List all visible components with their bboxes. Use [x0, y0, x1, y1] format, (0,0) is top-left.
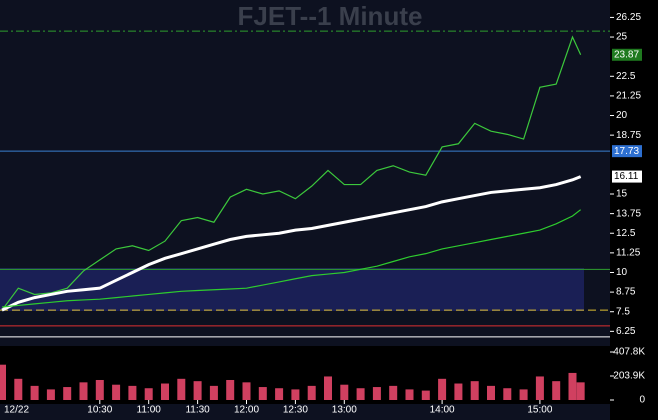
volume-bar: [242, 382, 251, 400]
volume-bar: [487, 385, 495, 400]
y-tick-label: 13.75: [616, 208, 641, 219]
series-line: [1, 35, 582, 311]
y-tick-label: 20: [616, 110, 628, 121]
y-tick-label: 12.5: [616, 228, 636, 239]
volume-bar: [470, 381, 479, 400]
volume-bar: [144, 388, 153, 400]
x-tick-label: 11:00: [137, 405, 162, 416]
y-tick-label: 10: [616, 267, 628, 278]
y-tick-label: 15: [616, 189, 628, 200]
y-tick-label: 26.25: [616, 12, 641, 23]
y-tick-label: 22.5: [616, 71, 636, 82]
volume-bar: [177, 378, 186, 400]
price-label: 17.73: [614, 146, 639, 157]
volume-bar: [519, 389, 528, 400]
volume-bar: [372, 387, 381, 400]
volume-bar: [14, 378, 23, 400]
y-tick-label: 407.8K: [613, 347, 645, 358]
x-tick-label: 12:00: [234, 405, 259, 416]
series-line: [1, 209, 582, 308]
volume-bar: [576, 382, 585, 400]
volume-bar: [79, 382, 88, 400]
date-label: 12/22: [4, 405, 29, 416]
x-tick-label: 10:30: [87, 405, 112, 416]
y-tick-label: 6.25: [616, 326, 636, 337]
y-tick-label: 21.25: [616, 91, 641, 102]
volume-bar: [438, 378, 447, 400]
volume-bar: [30, 385, 39, 400]
volume-bar: [161, 383, 169, 400]
volume-bar: [112, 384, 121, 400]
y-tick-label: 7.5: [616, 306, 630, 317]
series-line: [1, 175, 582, 312]
price-box: [612, 48, 642, 61]
y-tick-label: 0: [639, 395, 645, 406]
volume-bar: [0, 364, 6, 400]
volume-bar: [340, 384, 349, 400]
volume-bar: [454, 383, 463, 400]
volume-bar: [307, 385, 316, 400]
volume-bar: [324, 376, 332, 400]
y-tick-label: 18.75: [616, 130, 641, 141]
y-tick-label: 11.25: [616, 248, 641, 259]
volume-bar: [193, 381, 202, 400]
x-tick-label: 13:00: [332, 405, 357, 416]
volume-bar: [421, 390, 430, 400]
volume-bar: [46, 389, 55, 400]
volume-bar: [356, 388, 365, 400]
price-box: [612, 145, 642, 158]
axis-panel: [610, 0, 658, 420]
volume-panel: [0, 346, 610, 404]
volume-bar: [226, 379, 235, 400]
volume-bar: [568, 372, 577, 400]
volume-bar: [128, 385, 137, 400]
price-box: [612, 170, 642, 183]
volume-bar: [535, 376, 544, 400]
volume-bar: [291, 389, 300, 400]
volume-bar: [209, 385, 218, 400]
x-tick-label: 11:30: [185, 405, 210, 416]
chart-title: FJET--1 Minute: [238, 1, 423, 31]
x-tick-label: 15:00: [527, 405, 552, 416]
volume-bar: [405, 389, 414, 400]
price-label: 23.87: [614, 49, 639, 60]
y-tick-label: 203.9K: [613, 371, 645, 382]
y-tick-label: 25: [616, 32, 628, 43]
volume-bar: [275, 388, 284, 400]
x-tick-label: 12:30: [283, 405, 308, 416]
price-label: 16.11: [614, 171, 639, 182]
volume-bar: [258, 387, 267, 400]
volume-bar: [389, 385, 398, 400]
volume-bar: [503, 388, 512, 400]
x-tick-label: 14:00: [430, 405, 455, 416]
volume-bar: [95, 379, 104, 400]
volume-bar: [552, 381, 561, 400]
y-tick-label: 8.75: [616, 287, 636, 298]
volume-bar: [63, 387, 72, 400]
